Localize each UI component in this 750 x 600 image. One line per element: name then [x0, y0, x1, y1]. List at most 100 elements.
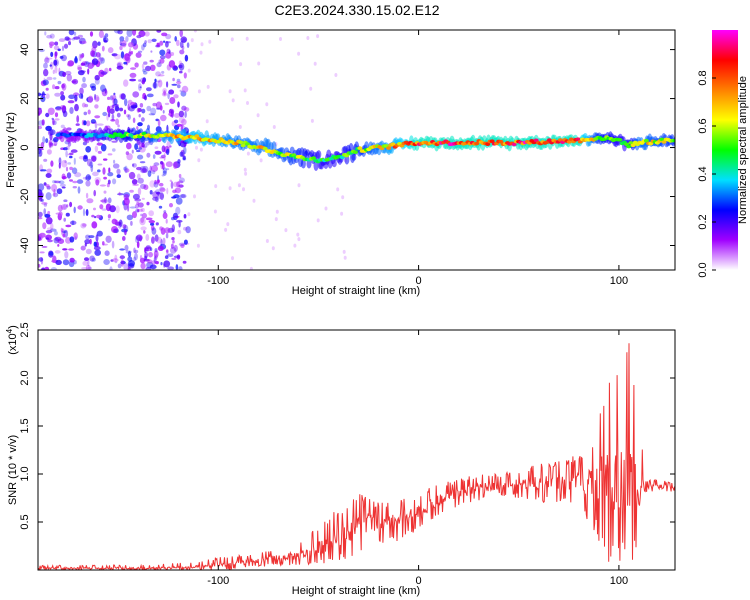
noise-blob: [102, 111, 108, 117]
noise-blob: [73, 36, 80, 40]
noise-blob: [83, 120, 87, 126]
noise-blob: [147, 259, 153, 264]
noise-blob: [128, 51, 132, 57]
noise-blob: [85, 264, 91, 270]
noise-blob: [128, 172, 132, 176]
noise-blob: [70, 149, 78, 153]
noise-blob: [156, 30, 162, 33]
noise-blob: [52, 84, 56, 90]
y-tick-label: 2.0: [19, 370, 31, 385]
noise-blob: [124, 229, 127, 236]
noise-blob: [38, 143, 41, 147]
noise-blob: [65, 150, 68, 158]
noise-blob: [58, 180, 65, 185]
noise-blob: [125, 250, 132, 254]
noise-blob: [139, 145, 146, 153]
noise-blob: [40, 169, 47, 172]
noise-blob: [144, 40, 147, 44]
noise-blob: [155, 222, 159, 226]
noise-blob: [41, 266, 45, 270]
noise-blob: [46, 76, 53, 81]
noise-blob: [44, 266, 50, 270]
noise-blob: [59, 183, 66, 187]
noise-blob: [53, 45, 60, 51]
noise-blob: [132, 117, 136, 124]
noise-blob: [105, 235, 112, 243]
noise-blob: [97, 163, 103, 166]
colorbar-tick-label: 0.6: [697, 118, 709, 133]
noise-blob: [108, 112, 111, 118]
noise-blob: [124, 168, 130, 173]
noise-blob: [61, 45, 65, 52]
noise-blob: [60, 204, 67, 211]
noise-blob: [178, 64, 183, 69]
noise-blob: [163, 260, 171, 268]
noise-blob: [155, 118, 159, 122]
noise-blob: [101, 208, 107, 211]
noise-blob: [160, 227, 166, 235]
noise-blob: [49, 61, 54, 70]
ridge-core: [240, 143, 246, 148]
noise-blob: [208, 39, 212, 44]
noise-blob: [45, 56, 49, 62]
noise-blob: [226, 222, 230, 227]
x-tick-label: 100: [610, 575, 628, 587]
noise-blob: [69, 257, 75, 263]
ridge-halo: [306, 159, 312, 169]
noise-blob: [115, 118, 120, 126]
noise-blob: [109, 266, 113, 270]
noise-blob: [139, 103, 144, 108]
noise-blob: [116, 168, 121, 175]
noise-blob: [154, 146, 159, 149]
noise-blob: [152, 196, 159, 201]
noise-blob: [152, 154, 156, 159]
noise-blob: [157, 119, 161, 127]
colorbar-scale: [712, 30, 738, 270]
noise-blob: [66, 74, 73, 82]
noise-blob: [53, 139, 58, 147]
noise-blob: [50, 142, 54, 148]
noise-blob: [179, 151, 184, 157]
noise-blob: [123, 109, 127, 115]
noise-blob: [163, 40, 166, 43]
noise-blob: [176, 181, 181, 188]
noise-blob: [117, 124, 120, 128]
noise-blob: [113, 92, 116, 96]
noise-blob: [167, 92, 170, 100]
noise-blob: [213, 209, 217, 214]
noise-blob: [43, 68, 49, 77]
noise-blob: [141, 108, 146, 114]
noise-blob: [72, 180, 78, 184]
noise-blob: [80, 54, 84, 59]
noise-blob: [138, 83, 142, 91]
noise-blob: [38, 92, 41, 97]
noise-blob: [77, 205, 83, 210]
noise-blob: [62, 248, 67, 251]
noise-blob: [175, 197, 183, 205]
noise-blob: [154, 78, 157, 83]
noise-blob: [45, 217, 53, 225]
noise-blob: [59, 105, 67, 110]
noise-blob: [279, 37, 282, 41]
noise-blob: [108, 167, 111, 173]
noise-blob: [43, 203, 48, 207]
noise-blob: [54, 41, 59, 46]
noise-blob: [97, 150, 102, 154]
noise-blob: [162, 212, 168, 220]
noise-blob: [73, 57, 79, 64]
noise-blob: [136, 126, 139, 130]
noise-blob: [161, 32, 168, 37]
noise-blob: [313, 61, 317, 66]
noise-blob: [64, 36, 70, 41]
noise-blob: [60, 227, 63, 233]
noise-blob: [148, 220, 155, 224]
noise-blob: [58, 38, 66, 42]
noise-blob: [92, 40, 98, 49]
noise-blob: [96, 230, 103, 237]
noise-blob: [86, 198, 94, 204]
noise-blob: [231, 256, 234, 261]
noise-blob: [98, 30, 104, 38]
noise-blob: [97, 41, 101, 46]
noise-blob: [54, 65, 58, 74]
noise-blob: [242, 187, 245, 192]
